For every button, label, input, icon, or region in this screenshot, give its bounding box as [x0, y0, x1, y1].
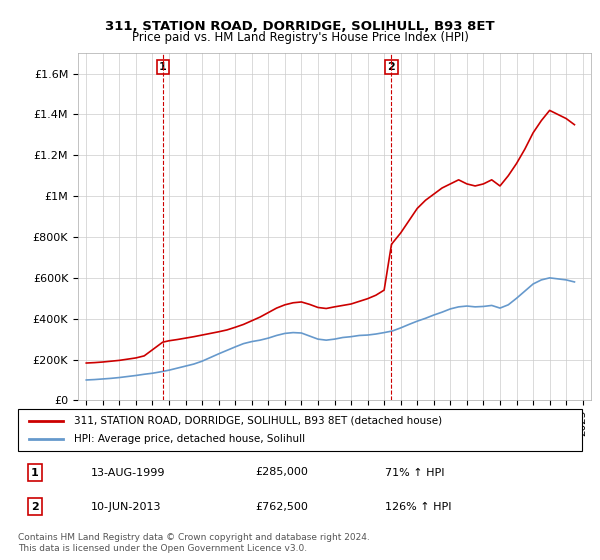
Text: 71% ↑ HPI: 71% ↑ HPI: [385, 468, 444, 478]
Text: 1: 1: [159, 62, 167, 72]
Text: £285,000: £285,000: [255, 468, 308, 478]
Text: 126% ↑ HPI: 126% ↑ HPI: [385, 502, 451, 511]
FancyBboxPatch shape: [18, 409, 582, 451]
Text: 2: 2: [31, 502, 39, 511]
Text: 2: 2: [388, 62, 395, 72]
Text: HPI: Average price, detached house, Solihull: HPI: Average price, detached house, Soli…: [74, 434, 305, 444]
Text: 13-AUG-1999: 13-AUG-1999: [91, 468, 166, 478]
Text: 10-JUN-2013: 10-JUN-2013: [91, 502, 162, 511]
Text: 1: 1: [31, 468, 39, 478]
Text: 311, STATION ROAD, DORRIDGE, SOLIHULL, B93 8ET (detached house): 311, STATION ROAD, DORRIDGE, SOLIHULL, B…: [74, 416, 443, 426]
Text: Contains HM Land Registry data © Crown copyright and database right 2024.
This d: Contains HM Land Registry data © Crown c…: [18, 533, 370, 553]
Text: 311, STATION ROAD, DORRIDGE, SOLIHULL, B93 8ET: 311, STATION ROAD, DORRIDGE, SOLIHULL, B…: [105, 20, 495, 32]
Text: £762,500: £762,500: [255, 502, 308, 511]
Text: Price paid vs. HM Land Registry's House Price Index (HPI): Price paid vs. HM Land Registry's House …: [131, 31, 469, 44]
